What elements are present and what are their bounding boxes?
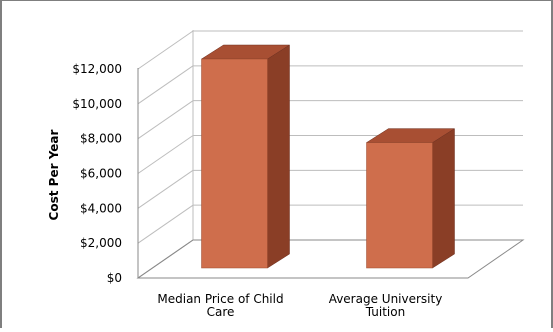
bars bbox=[200, 44, 456, 269]
bar bbox=[365, 128, 456, 269]
floor bbox=[136, 239, 525, 279]
chart-walls bbox=[136, 30, 525, 279]
gridlines bbox=[137, 30, 523, 279]
y-tick-label: $12,000 bbox=[72, 62, 122, 76]
x-tick-label-line: Average University bbox=[329, 292, 443, 306]
y-axis-title: Cost Per Year bbox=[47, 129, 61, 220]
gridline-diagonal bbox=[137, 65, 194, 105]
x-tick-label-line: Median Price of Child bbox=[157, 292, 283, 306]
x-tick-label-line: Care bbox=[207, 305, 235, 319]
y-axis-ticks: $0 $2,000 $4,000 $6,000 $8,000 $10,000 $12,000 bbox=[72, 62, 122, 285]
gridline-diagonal bbox=[137, 100, 194, 140]
x-axis-ticks: Median Price of Child Care Average Univers… bbox=[157, 292, 442, 319]
gridline-diagonal bbox=[137, 169, 194, 209]
bar-front-face bbox=[366, 142, 433, 269]
gridline-diagonal bbox=[137, 204, 194, 244]
x-tick-label-line: Tuition bbox=[365, 305, 405, 319]
x-tick-label: Average University Tuition bbox=[329, 292, 443, 319]
y-tick-label: $2,000 bbox=[80, 236, 122, 250]
gridline-diagonal bbox=[137, 135, 194, 174]
y-tick-label: $8,000 bbox=[80, 132, 122, 146]
bar-front-face bbox=[201, 58, 268, 269]
y-tick-label: $6,000 bbox=[80, 167, 122, 181]
y-tick-label: $10,000 bbox=[72, 97, 122, 111]
x-tick-label: Median Price of Child Care bbox=[157, 292, 283, 319]
y-tick-label: $0 bbox=[107, 271, 122, 285]
bar-side-face bbox=[432, 128, 455, 269]
bar bbox=[200, 44, 291, 269]
gridline-diagonal bbox=[137, 30, 194, 70]
bar-side-face bbox=[267, 44, 290, 269]
y-tick-label: $4,000 bbox=[80, 201, 122, 215]
